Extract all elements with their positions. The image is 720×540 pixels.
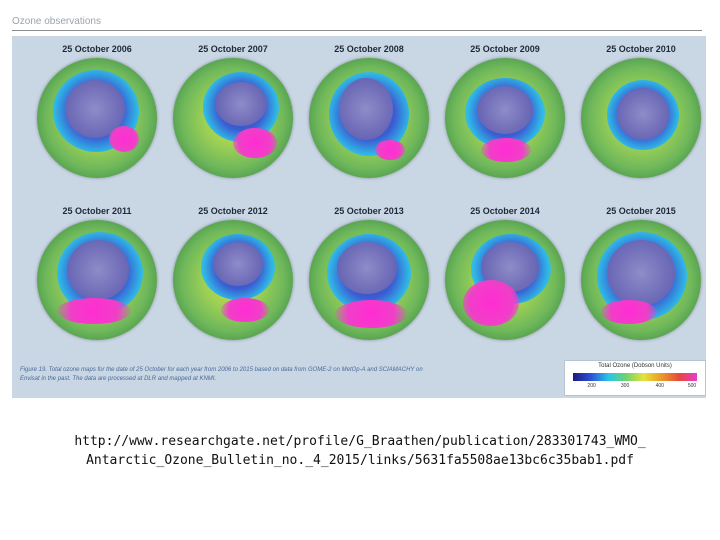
ozone-map-2011: 25 October 2011 [28, 202, 166, 362]
ozone-globe-image [445, 58, 565, 178]
ozone-map-2015: 25 October 2015 [572, 202, 710, 362]
ozone-globe-image [173, 220, 293, 340]
map-date-label: 25 October 2008 [334, 44, 404, 54]
ozone-globe-image [37, 58, 157, 178]
slide-title: Ozone observations [12, 16, 101, 27]
ozone-globe-image [173, 58, 293, 178]
map-date-label: 25 October 2006 [62, 44, 132, 54]
ozone-map-2014: 25 October 2014 [436, 202, 574, 362]
map-date-label: 25 October 2014 [470, 206, 540, 216]
ozone-map-2007: 25 October 2007 [164, 40, 302, 200]
ozone-map-2008: 25 October 2008 [300, 40, 438, 200]
legend-tick-label: 300 [620, 383, 630, 389]
color-scale-legend: Total Ozone (Dobson Units) 200 300 400 5… [564, 360, 706, 396]
title-divider [12, 30, 702, 31]
legend-color-bar [573, 373, 697, 381]
ozone-map-2009: 25 October 2009 [436, 40, 574, 200]
source-url: http://www.researchgate.net/profile/G_Br… [40, 432, 680, 470]
caption-line-1: Figure 19. Total ozone maps for the date… [20, 367, 423, 373]
map-date-label: 25 October 2013 [334, 206, 404, 216]
map-date-label: 25 October 2015 [606, 206, 676, 216]
map-date-label: 25 October 2010 [606, 44, 676, 54]
ozone-map-2010: 25 October 2010 [572, 40, 710, 200]
map-date-label: 25 October 2012 [198, 206, 268, 216]
ozone-map-2013: 25 October 2013 [300, 202, 438, 362]
ozone-globe-image [309, 58, 429, 178]
ozone-globe-image [445, 220, 565, 340]
ozone-globe-image [581, 58, 701, 178]
legend-tick-label: 200 [587, 383, 596, 389]
map-date-label: 25 October 2009 [470, 44, 540, 54]
ozone-globe-image [37, 220, 157, 340]
legend-ticks: 200 300 400 500 [573, 383, 697, 391]
legend-tick-label: 500 [687, 383, 697, 389]
map-date-label: 25 October 2007 [198, 44, 268, 54]
caption-line-2: Envisat in the past. The data are proces… [20, 376, 217, 382]
legend-tick-label: 400 [655, 383, 664, 389]
legend-title: Total Ozone (Dobson Units) [598, 363, 672, 369]
source-url-line-1: http://www.researchgate.net/profile/G_Br… [74, 434, 646, 449]
ozone-globe-image [581, 220, 701, 340]
ozone-map-2006: 25 October 2006 [28, 40, 166, 200]
map-date-label: 25 October 2011 [62, 206, 132, 216]
ozone-globe-image [309, 220, 429, 340]
ozone-figure: 25 October 2006 25 October 2007 25 Octob… [12, 36, 706, 398]
figure-caption: Figure 19. Total ozone maps for the date… [20, 366, 490, 384]
source-url-line-2: Antarctic_Ozone_Bulletin_no._4_2015/link… [86, 453, 634, 468]
ozone-map-2012: 25 October 2012 [164, 202, 302, 362]
